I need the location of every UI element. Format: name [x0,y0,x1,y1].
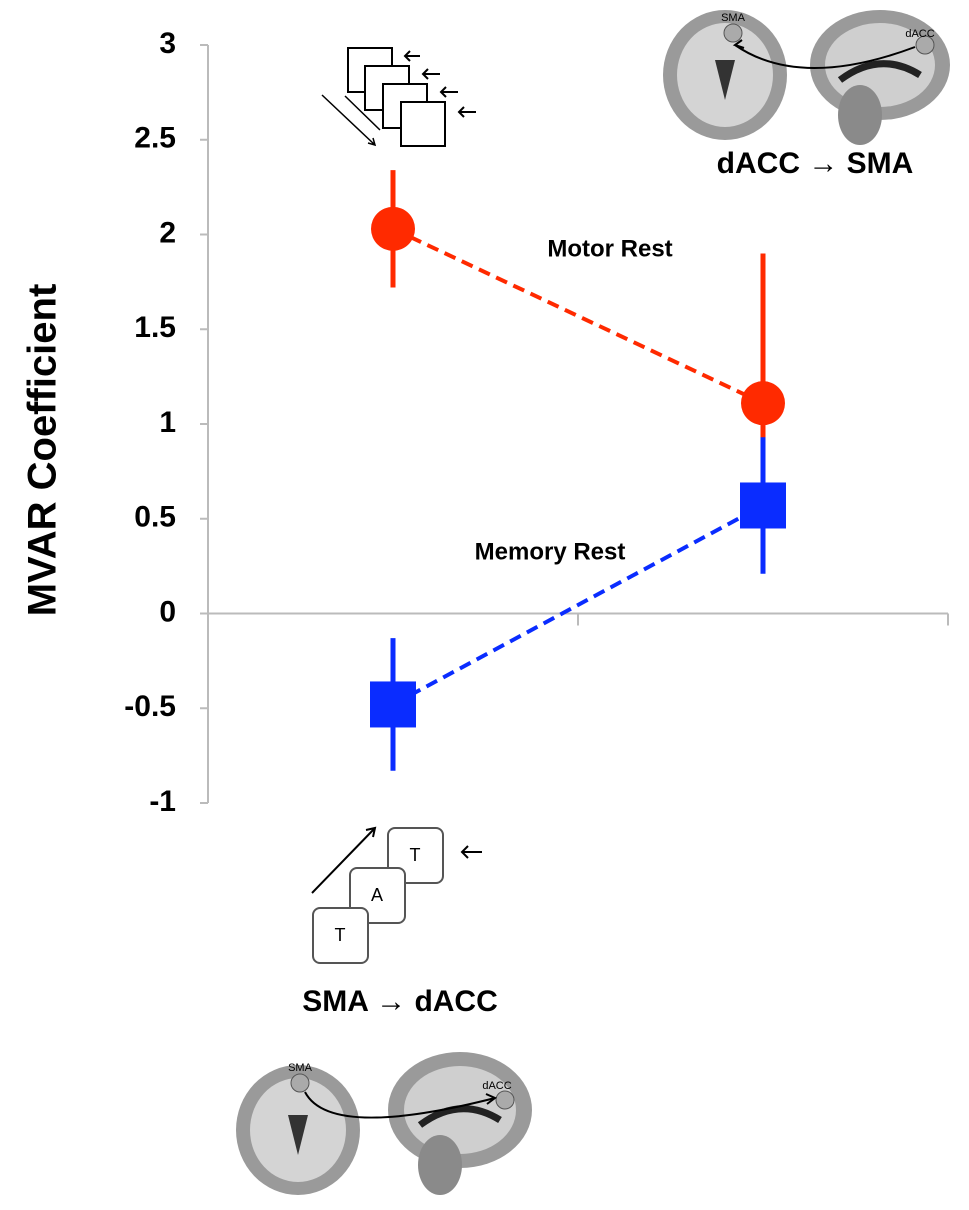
series-label: Memory Rest [475,538,626,565]
brain-label: SMA [721,12,746,24]
brain-label: dACC [482,1080,511,1092]
y-tick-label: 0 [159,595,176,628]
brain-icon-top [663,10,950,145]
y-tick-label: 2.5 [134,122,176,155]
y-axis-label: MVAR Coefficient [21,284,65,617]
marker [371,206,415,251]
motor-task-icon [321,47,476,147]
y-tick-label: 0.5 [134,501,176,534]
direction-label: SMA → dACC [302,985,498,1018]
series-line [392,227,764,405]
brain-label: dACC [905,28,934,40]
marker [370,681,416,728]
y-tick-label: -1 [149,785,176,818]
brain-label: SMA [288,1062,313,1074]
y-tick-label: 3 [159,27,176,60]
brain-icon-bottom [236,1052,532,1195]
memory-task-icon [311,826,482,964]
series-line [392,503,764,707]
card-letter: A [371,885,383,905]
y-tick-label: 2 [159,216,176,249]
y-tick-label: 1 [159,406,176,439]
series-label: Motor Rest [547,235,672,262]
direction-label: dACC → SMA [717,147,914,180]
card-letter: T [410,845,421,865]
marker [741,381,785,426]
y-tick-label: 1.5 [134,311,176,344]
y-tick-label: -0.5 [124,690,176,723]
marker [740,482,786,529]
card-letter: T [335,925,346,945]
